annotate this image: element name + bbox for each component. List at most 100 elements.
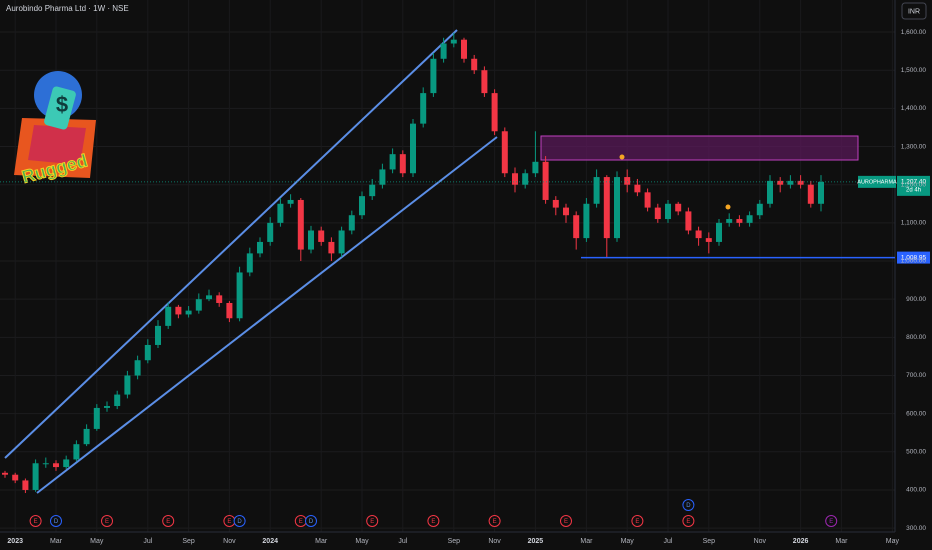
candle-body [420, 93, 427, 124]
x-tick-label: Jul [398, 538, 407, 545]
candle-body [430, 58, 437, 94]
currency-label[interactable]: INR [908, 8, 920, 15]
earnings-marker [560, 515, 572, 527]
earnings-label: E [299, 519, 303, 525]
dividend-marker [305, 515, 317, 527]
logo-symbol: $ [56, 92, 68, 117]
candle-body [114, 394, 121, 407]
last-price-label: 1,207.40 [901, 179, 927, 186]
dividend-marker [233, 515, 246, 527]
candle-body [542, 161, 549, 200]
candle-body [450, 39, 457, 44]
candle-body [348, 215, 355, 231]
candle-body [22, 480, 29, 490]
grid [0, 0, 895, 532]
candle-body [818, 181, 824, 204]
chart-title: Aurobindo Pharma Ltd · 1W · NSE [6, 4, 129, 13]
earnings-marker [101, 515, 113, 527]
candle-body [12, 474, 19, 481]
candle-body [512, 173, 518, 185]
candle-body [787, 180, 794, 185]
candle-body [185, 310, 192, 315]
currency-button[interactable] [901, 2, 927, 20]
symbol-label: AUROPHARMA [857, 179, 897, 185]
candle-body [93, 407, 100, 429]
earnings-marker [366, 515, 379, 527]
y-tick-label: 600.00 [906, 410, 926, 417]
candle-body [746, 215, 753, 223]
earnings-label: E [431, 519, 435, 525]
earnings-marker [682, 515, 695, 527]
earnings-marker [29, 515, 42, 527]
candle-body [563, 207, 569, 216]
marker-dot [619, 154, 625, 160]
earnings-label: E [105, 519, 109, 525]
x-tick-label: Sep [182, 538, 195, 545]
earnings-label: E [370, 519, 374, 525]
y-tick-label: 1,300.00 [901, 143, 927, 150]
resistance-zone [540, 135, 859, 161]
candle-body [134, 360, 141, 376]
candle-body [552, 199, 559, 208]
candle-body [175, 306, 182, 315]
candle-body [267, 222, 274, 242]
candle-body [2, 472, 8, 475]
x-tick-label: Mar [835, 538, 848, 545]
dividend-label: D [309, 519, 314, 525]
candle-body [104, 406, 110, 408]
candle-body [155, 325, 161, 345]
candle-body [593, 177, 600, 204]
countdown-label: 2d 4h [906, 187, 921, 193]
earnings-marker [631, 515, 644, 527]
earnings-label: E [635, 519, 639, 525]
y-tick-label: 700.00 [906, 372, 926, 379]
x-tick-label: 2023 [7, 538, 23, 545]
candle-body [522, 173, 529, 185]
x-tick-label: May [621, 538, 635, 545]
y-tick-label: 1,000.00 [901, 258, 927, 265]
candle-body [297, 199, 304, 250]
candle-body [63, 459, 70, 468]
candle-body [716, 222, 722, 242]
marker-dot [725, 204, 731, 210]
dividend-marker [50, 515, 62, 527]
candle-body [481, 70, 488, 94]
candle-body [501, 131, 508, 174]
x-tick-label: 2024 [262, 538, 278, 545]
logo: $ Rugged [14, 71, 96, 188]
candle-body [624, 177, 631, 185]
x-tick-label: Nov [223, 538, 236, 545]
x-tick-label: Nov [488, 538, 501, 545]
candle-body [277, 203, 284, 223]
candle-body [399, 154, 406, 174]
candle-body [257, 241, 263, 254]
channel-upper [4, 29, 458, 459]
candle-body [583, 203, 590, 239]
candle-body [328, 241, 335, 254]
earnings-label: E [564, 519, 568, 525]
x-tick-label: Jul [143, 538, 152, 545]
earnings-marker [825, 515, 838, 527]
x-tick-label: Jul [664, 538, 673, 545]
candle-body [532, 161, 539, 174]
candle-body [236, 272, 243, 319]
candle-body [491, 93, 498, 132]
candle-body [42, 463, 49, 465]
x-tick-label: May [90, 538, 104, 545]
candle-body [807, 184, 814, 204]
x-tick-label: Mar [315, 538, 328, 545]
candle-body [338, 230, 345, 254]
candle-body [165, 306, 172, 326]
candle-body [614, 177, 620, 239]
x-tick-label: 2025 [528, 538, 544, 545]
candle-body [573, 215, 580, 239]
x-tick-label: May [886, 538, 900, 545]
candle-body [32, 463, 39, 490]
candle-body [634, 184, 641, 193]
earnings-label: E [493, 519, 497, 525]
candle-body [379, 169, 386, 185]
earnings-marker [427, 515, 440, 527]
x-tick-label: Sep [703, 538, 716, 545]
earnings-label: E [686, 519, 690, 525]
